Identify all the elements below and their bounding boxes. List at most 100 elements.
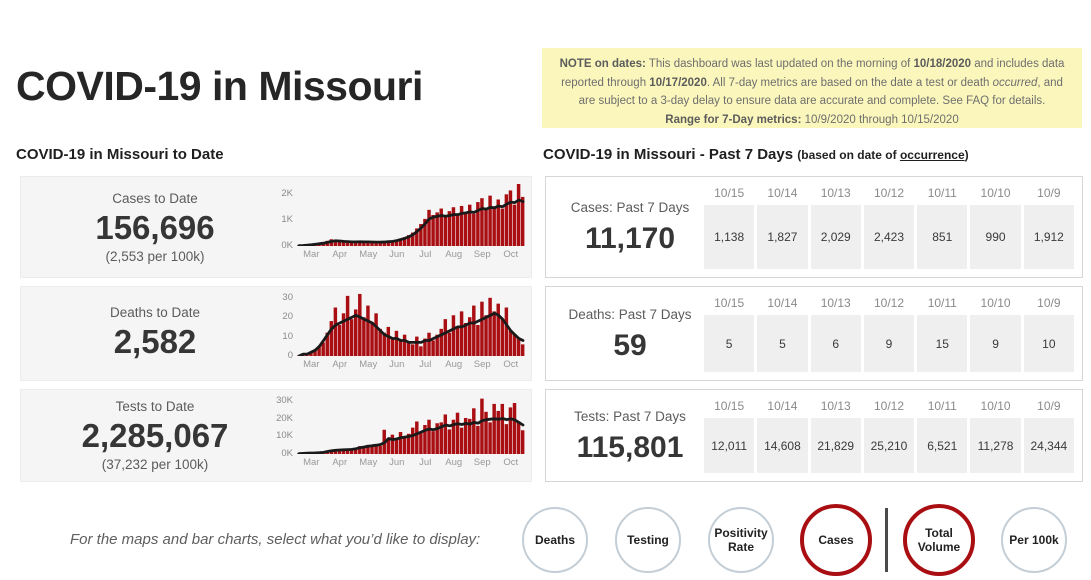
x-tick-label: May <box>359 359 378 370</box>
update-date: 10/18/2020 <box>913 58 972 70</box>
daily-value-cell: 11,278 <box>970 418 1021 473</box>
date-header: 10/9 <box>1037 296 1061 310</box>
x-tick-label: Mar <box>303 457 320 468</box>
cases-daily-table: 10/15 1,138 10/14 1,827 10/13 2,029 10/12 2,423… <box>704 183 1074 269</box>
daily-value-cell: 24,344 <box>1023 418 1074 473</box>
date-header: 10/12 <box>873 399 904 413</box>
cases-total-value: 156,696 <box>95 208 215 246</box>
page-title: COVID-19 in Missouri <box>16 63 423 109</box>
to-date-section-heading: COVID-19 in Missouri to Date <box>16 146 224 163</box>
x-tick-label: Aug <box>445 249 463 260</box>
note-paragraph: NOTE on dates: This dashboard was last u… <box>559 58 1065 108</box>
display-positivity-rate-button[interactable]: Positivity Rate <box>708 507 774 573</box>
y-tick-label: 30 <box>282 291 293 303</box>
x-axis-labels: Mar Apr May Jun Jul Aug Sep Oct <box>297 457 525 468</box>
daily-value-cell: 6 <box>810 315 861 372</box>
tests-past7-card: Tests: Past 7 Days 115,801 10/15 12,011 10… <box>545 389 1083 482</box>
daily-value-cell: 9 <box>863 315 915 372</box>
table-column: 10/10 11,278 <box>970 396 1021 473</box>
metric-range: 10/9/2020 through 10/15/2020 <box>801 114 959 127</box>
daily-value-cell: 21,829 <box>810 418 861 473</box>
date-header: 10/12 <box>873 186 904 200</box>
table-column: 10/13 2,029 <box>810 183 861 269</box>
daily-value-cell: 2,029 <box>810 205 861 269</box>
reported-through-date: 10/17/2020 <box>649 76 707 89</box>
date-header: 10/13 <box>820 296 851 310</box>
date-header: 10/10 <box>980 296 1011 310</box>
x-tick-label: Jun <box>389 359 405 370</box>
tests-total-value: 2,285,067 <box>81 417 229 454</box>
x-tick-label: Sep <box>473 249 491 260</box>
display-testing-button[interactable]: Testing <box>615 507 681 573</box>
y-tick-label: 2K <box>281 188 293 200</box>
cases-sparkline: 2K 1K 0K Mar Apr May Jun Jul Aug Sep Oct <box>267 184 525 260</box>
table-column: 10/13 6 <box>810 293 861 372</box>
date-header: 10/14 <box>767 399 798 413</box>
deaths-past7-card: Deaths: Past 7 Days 59 10/15 5 10/14 5 10/13… <box>545 286 1083 381</box>
daily-value-cell: 990 <box>970 205 1021 269</box>
y-tick-label: 20K <box>276 412 293 424</box>
table-column: 10/12 9 <box>863 293 915 372</box>
daily-value-cell: 5 <box>704 315 755 372</box>
daily-value-cell: 1,827 <box>757 205 808 269</box>
table-column: 10/9 10 <box>1023 293 1074 372</box>
sparkline-svg <box>297 398 525 454</box>
date-header: 10/10 <box>980 186 1011 200</box>
daily-value-cell: 851 <box>917 205 968 269</box>
table-column: 10/15 1,138 <box>704 183 755 269</box>
x-tick-label: Jul <box>419 457 432 468</box>
x-tick-label: Aug <box>445 457 463 468</box>
table-column: 10/10 9 <box>970 293 1021 372</box>
y-axis-ticks: 2K 1K 0K <box>267 184 293 251</box>
table-column: 10/10 990 <box>970 183 1021 269</box>
tests-to-date-card: Tests to Date 2,285,067 (37,232 per 100k… <box>20 389 532 482</box>
daily-value-cell: 10 <box>1023 315 1074 372</box>
cases-to-date-card: Cases to Date 156,696 (2,553 per 100k) 2… <box>20 176 532 278</box>
date-header: 10/12 <box>873 296 904 310</box>
y-tick-label: 0 <box>287 350 293 361</box>
daily-value-cell: 6,521 <box>917 418 968 473</box>
y-tick-label: 10K <box>276 430 293 442</box>
table-column: 10/14 14,608 <box>757 396 808 473</box>
daily-value-cell: 5 <box>757 315 808 372</box>
x-tick-label: Sep <box>473 457 491 468</box>
date-header: 10/13 <box>820 399 851 413</box>
date-header: 10/14 <box>767 296 798 310</box>
tests-sparkline: 30K 20K 10K 0K Mar Apr May Jun Jul Aug Sep Oct <box>267 395 525 468</box>
x-tick-label: Jul <box>419 249 432 260</box>
table-column: 10/15 5 <box>704 293 755 372</box>
table-column: 10/13 21,829 <box>810 396 861 473</box>
table-column: 10/14 1,827 <box>757 183 808 269</box>
card-label: Deaths to Date <box>109 304 201 320</box>
date-header: 10/9 <box>1037 186 1061 200</box>
deaths-sparkline: 30 20 10 0 Mar Apr May Jun Jul Aug Sep Oct <box>267 292 525 370</box>
x-tick-label: Mar <box>303 359 320 370</box>
display-total-volume-button[interactable]: Total Volume <box>903 504 975 576</box>
y-tick-label: 0K <box>281 448 293 459</box>
display-cases-button[interactable]: Cases <box>800 504 872 576</box>
x-tick-label: Oct <box>503 457 519 468</box>
y-tick-label: 1K <box>281 214 293 226</box>
card-label: Cases: Past 7 Days <box>570 200 690 215</box>
table-column: 10/9 1,912 <box>1023 183 1074 269</box>
x-tick-label: Oct <box>503 359 519 370</box>
table-column: 10/11 15 <box>917 293 968 372</box>
y-tick-label: 10 <box>282 330 293 342</box>
x-tick-label: Jun <box>389 457 405 468</box>
deaths-to-date-card: Deaths to Date 2,582 30 20 10 0 Mar Apr May Jun… <box>20 286 532 381</box>
daily-value-cell: 25,210 <box>863 418 915 473</box>
tests-daily-table: 10/15 12,011 10/14 14,608 10/13 21,829 10/12 25… <box>704 396 1074 473</box>
occurrence-link[interactable]: occurrence <box>899 148 965 162</box>
x-tick-label: May <box>359 457 378 468</box>
note-box: NOTE on dates: This dashboard was last u… <box>542 48 1082 128</box>
table-column: 10/14 5 <box>757 293 808 372</box>
x-tick-label: Sep <box>473 359 491 370</box>
table-column: 10/11 6,521 <box>917 396 968 473</box>
cases-past7-value: 11,170 <box>584 222 676 255</box>
sparkline-svg <box>297 293 525 356</box>
y-tick-label: 20 <box>282 311 293 323</box>
display-deaths-button[interactable]: Deaths <box>522 507 588 573</box>
x-axis-labels: Mar Apr May Jun Jul Aug Sep Oct <box>297 249 525 260</box>
display-per-100k-button[interactable]: Per 100k <box>1001 507 1067 573</box>
